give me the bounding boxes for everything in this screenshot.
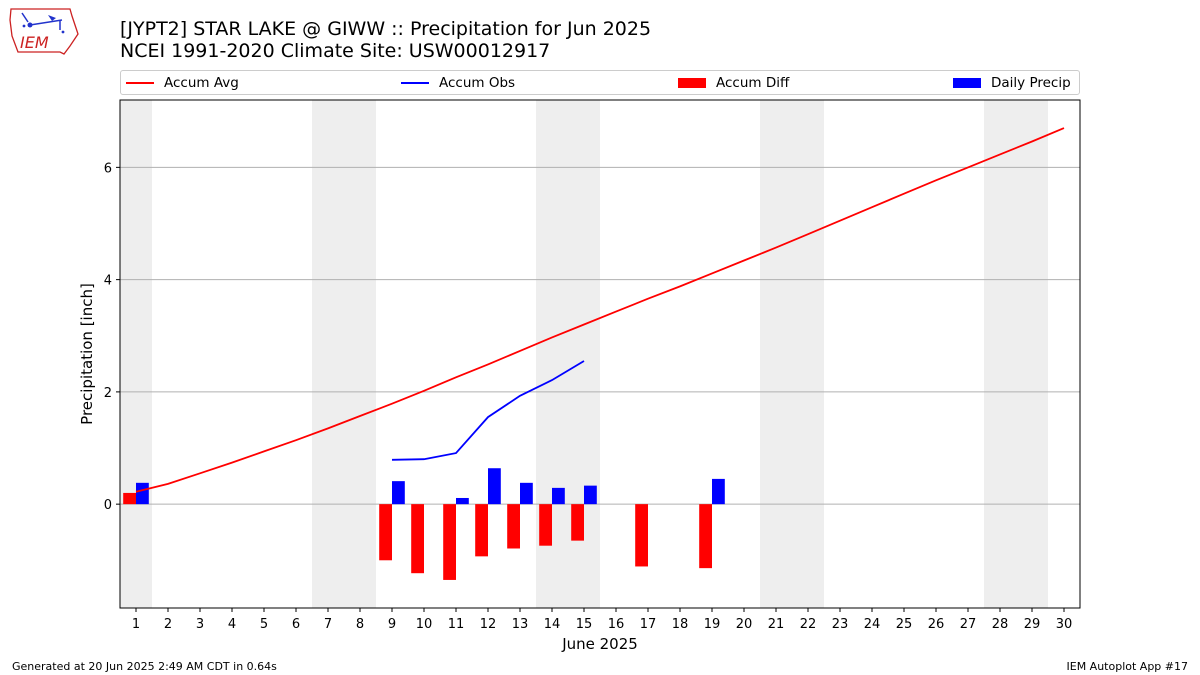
legend-swatch-accum-avg (126, 81, 154, 84)
bar-daily-precip-day-14 (552, 487, 565, 505)
x-tick-label-18: 18 (672, 617, 689, 632)
weekend-shade-day-1 (120, 100, 152, 608)
footer-app: IEM Autoplot App #17 (1066, 660, 1189, 673)
legend-item-accum-avg: Accum Avg (126, 71, 239, 94)
bar-accum-diff-day-19 (699, 504, 712, 569)
x-tick-label-25: 25 (896, 617, 913, 632)
bar-daily-precip-day-13 (520, 482, 533, 505)
legend: Accum Avg Accum Obs Accum Diff Daily Pre… (120, 70, 1080, 95)
x-axis-label: June 2025 (561, 635, 638, 653)
footer-generated: Generated at 20 Jun 2025 2:49 AM CDT in … (12, 660, 277, 673)
y-axis-ticks: 0 2 4 6 (104, 161, 120, 513)
weekend-shade-day-21 (760, 100, 792, 608)
y-axis-label: Precipitation [inch] (78, 283, 96, 425)
legend-item-accum-obs: Accum Obs (401, 71, 515, 94)
logo-text: IEM (20, 33, 49, 52)
legend-swatch-accum-obs (401, 81, 429, 84)
weekend-shade-day-28 (984, 100, 1016, 608)
chart-title: [JYPT2] STAR LAKE @ GIWW :: Precipitatio… (120, 18, 652, 40)
line-accum-avg (135, 127, 1065, 493)
x-tick-label-13: 13 (512, 617, 529, 632)
y-tick-label-4: 4 (104, 274, 112, 289)
y-tick-label-2: 2 (104, 386, 112, 401)
bar-daily-precip-day-19 (712, 478, 725, 505)
legend-item-accum-diff: Accum Diff (678, 71, 789, 94)
x-tick-label-15: 15 (576, 617, 593, 632)
weekend-shade-day-8 (344, 100, 376, 608)
bar-accum-diff-day-15 (571, 504, 584, 541)
bar-accum-diff-day-1 (123, 492, 136, 505)
bar-accum-diff-day-12 (475, 504, 488, 557)
x-tick-label-1: 1 (132, 617, 140, 632)
x-tick-label-12: 12 (480, 617, 497, 632)
x-tick-label-29: 29 (1024, 617, 1041, 632)
bar-daily-precip-day-12 (488, 468, 501, 505)
x-tick-label-5: 5 (260, 617, 268, 632)
x-tick-label-6: 6 (292, 617, 300, 632)
bar-accum-diff-day-14 (539, 504, 552, 546)
x-tick-label-9: 9 (388, 617, 396, 632)
x-tick-label-28: 28 (992, 617, 1009, 632)
x-tick-label-7: 7 (324, 617, 332, 632)
legend-label-accum-obs: Accum Obs (439, 74, 516, 91)
y-tick-label-6: 6 (104, 161, 112, 176)
bar-daily-precip-day-11 (456, 497, 469, 505)
lines (135, 127, 1065, 493)
iem-logo: IEM (9, 8, 79, 55)
bar-accum-diff-day-13 (507, 504, 520, 549)
line-accum-obs (391, 360, 585, 461)
plot-frame (119, 99, 1081, 609)
y-tick-label-0: 0 (104, 498, 112, 513)
x-tick-label-23: 23 (832, 617, 849, 632)
legend-swatch-daily-precip (953, 77, 981, 88)
legend-swatch-accum-diff (678, 77, 706, 88)
x-tick-label-19: 19 (704, 617, 721, 632)
bar-accum-diff-day-11 (443, 504, 456, 580)
bars (123, 468, 725, 580)
bar-daily-precip-day-1 (136, 482, 149, 505)
x-tick-label-4: 4 (228, 617, 236, 632)
x-axis-ticks: 1 2 3 4 5 6 7 8 9 10 11 12 13 14 15 16 17 18 19 20 21 22 23 24 2… (132, 608, 1072, 632)
chart-subtitle: NCEI 1991-2020 Climate Site: USW00012917 (120, 40, 551, 62)
x-tick-label-14: 14 (544, 617, 561, 632)
weekend-shade-day-7 (312, 100, 344, 608)
x-tick-label-8: 8 (356, 617, 364, 632)
legend-label-accum-avg: Accum Avg (164, 74, 239, 91)
x-tick-label-30: 30 (1056, 617, 1073, 632)
x-tick-label-3: 3 (196, 617, 204, 632)
bar-daily-precip-day-9 (392, 481, 405, 505)
legend-label-accum-diff: Accum Diff (716, 74, 790, 91)
x-tick-label-17: 17 (640, 617, 657, 632)
x-tick-label-27: 27 (960, 617, 977, 632)
iowa-outline-icon (9, 8, 79, 55)
x-tick-label-20: 20 (736, 617, 753, 632)
bar-accum-diff-day-17 (635, 504, 648, 567)
x-tick-label-10: 10 (416, 617, 433, 632)
x-tick-label-22: 22 (800, 617, 817, 632)
bar-accum-diff-day-9 (379, 504, 392, 561)
x-tick-label-2: 2 (164, 617, 172, 632)
legend-item-daily-precip: Daily Precip (953, 71, 1071, 94)
x-tick-label-26: 26 (928, 617, 945, 632)
x-tick-label-24: 24 (864, 617, 881, 632)
x-tick-label-11: 11 (448, 617, 465, 632)
legend-label-daily-precip: Daily Precip (991, 74, 1071, 91)
bar-daily-precip-day-15 (584, 485, 597, 505)
gridlines (120, 166, 1080, 505)
bar-accum-diff-day-10 (411, 504, 424, 574)
weekend-shade-day-29 (1016, 100, 1048, 608)
x-tick-label-21: 21 (768, 617, 785, 632)
weekend-shade-day-22 (792, 100, 824, 608)
x-tick-label-16: 16 (608, 617, 625, 632)
